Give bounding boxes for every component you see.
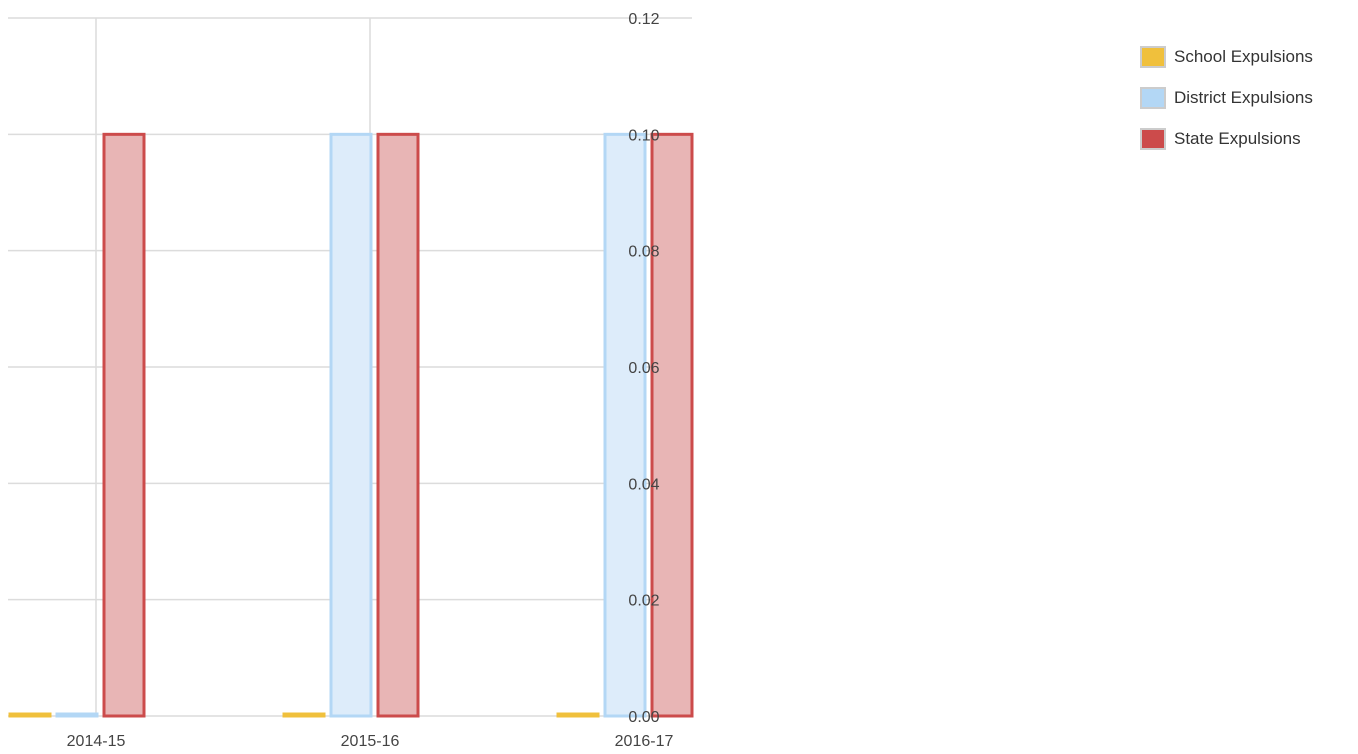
bar-2016-17-state-expulsions[interactable]: [650, 132, 694, 718]
bar-2015-16-school-expulsions[interactable]: [282, 712, 326, 718]
y-tick-label-1: 0.02: [628, 593, 659, 610]
bar-2015-16-district-expulsions[interactable]: [329, 132, 373, 718]
x-tick-label-2: 2016-17: [615, 733, 674, 750]
tick-labels: 0.00 0.02 0.04 0.06 0.08 0.10 0.12 2014-15 2015-…: [67, 11, 674, 750]
legend-swatch-school: [1140, 45, 1166, 68]
x-tick-label-0: 2014-15: [67, 733, 126, 750]
y-tick-label-3: 0.06: [628, 360, 659, 377]
bar-2016-17-district-expulsions[interactable]: [603, 132, 647, 718]
legend-swatch-district: [1140, 86, 1166, 109]
y-tick-label-6: 0.12: [628, 11, 659, 28]
y-tick-label-4: 0.08: [628, 244, 659, 261]
legend-swatch-state: [1140, 127, 1166, 150]
y-tick-label-2: 0.04: [628, 476, 659, 493]
legend-item-district[interactable]: District Expulsions: [1140, 77, 1313, 118]
x-tick-label-1: 2015-16: [341, 733, 400, 750]
legend-item-state[interactable]: State Expulsions: [1140, 118, 1313, 159]
y-tick-label-0: 0.00: [628, 709, 659, 726]
legend-label-state: State Expulsions: [1174, 128, 1301, 148]
legend-label-district: District Expulsions: [1174, 87, 1313, 107]
bar-2016-17-school-expulsions[interactable]: [556, 712, 600, 718]
legend: School Expulsions District Expulsions St…: [1140, 36, 1313, 159]
legend-label-school: School Expulsions: [1174, 46, 1313, 66]
legend-item-school[interactable]: School Expulsions: [1140, 36, 1313, 77]
bars: [8, 132, 694, 718]
bar-2014-15-state-expulsions[interactable]: [102, 132, 146, 718]
y-tick-label-5: 0.10: [628, 127, 659, 144]
bar-2014-15-district-expulsions[interactable]: [55, 712, 99, 718]
bar-2015-16-state-expulsions[interactable]: [376, 132, 420, 718]
bar-2014-15-school-expulsions[interactable]: [8, 712, 52, 718]
